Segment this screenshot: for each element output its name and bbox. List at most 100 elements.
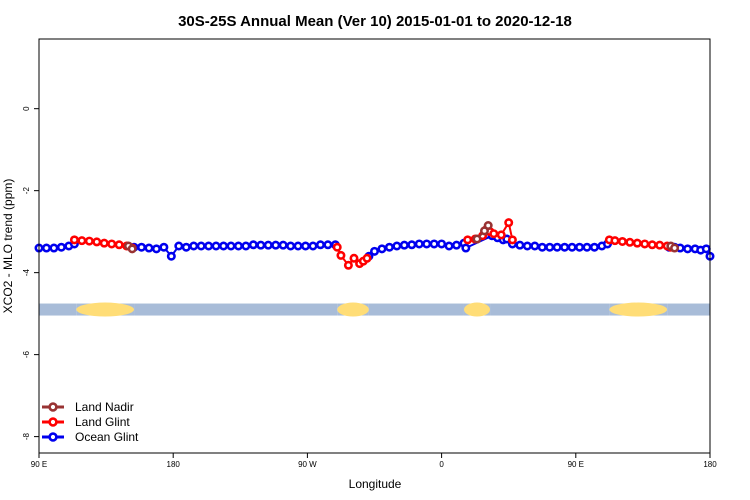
data-point-ocean-glint bbox=[286, 241, 296, 251]
band-land-segment bbox=[609, 302, 668, 317]
data-point-ocean-glint bbox=[56, 242, 66, 252]
data-point-ocean-glint bbox=[461, 243, 471, 253]
data-point-ocean-glint bbox=[166, 251, 176, 261]
data-point-ocean-glint bbox=[567, 242, 577, 252]
data-point-ocean-glint bbox=[560, 242, 570, 252]
x-tick-label: 180 bbox=[167, 460, 181, 469]
data-point-land-glint bbox=[99, 238, 109, 248]
y-tick-label: -2 bbox=[22, 187, 31, 195]
data-point-ocean-glint bbox=[271, 240, 281, 250]
data-point-land-glint bbox=[463, 235, 473, 245]
data-point-ocean-glint bbox=[369, 246, 379, 256]
data-point-land-glint bbox=[647, 240, 657, 250]
data-point-land-glint bbox=[655, 240, 665, 250]
data-point-ocean-glint bbox=[537, 242, 547, 252]
plot-frame bbox=[38, 38, 711, 454]
data-point-ocean-glint bbox=[263, 240, 273, 250]
x-tick-label: 90 E bbox=[31, 460, 47, 469]
data-point-land-glint bbox=[349, 253, 359, 263]
data-point-ocean-glint bbox=[515, 240, 525, 250]
data-point-ocean-glint bbox=[589, 242, 599, 252]
x-tick-label: 90 W bbox=[298, 460, 317, 469]
data-point-land-glint bbox=[617, 236, 627, 246]
data-point-ocean-glint bbox=[226, 241, 236, 251]
data-point-land-nadir bbox=[483, 221, 493, 231]
y-tick-label: -8 bbox=[22, 433, 31, 441]
data-point-land-glint bbox=[625, 237, 635, 247]
data-point-ocean-glint bbox=[196, 241, 206, 251]
x-axis-title: Longitude bbox=[349, 477, 402, 491]
data-point-land-glint bbox=[114, 240, 124, 250]
data-point-ocean-glint bbox=[522, 241, 532, 251]
data-point-land-glint bbox=[362, 253, 372, 263]
data-point-ocean-glint bbox=[278, 240, 288, 250]
legend-marker-land-glint bbox=[48, 417, 58, 427]
data-point-ocean-glint bbox=[414, 239, 424, 249]
band-land-segment bbox=[337, 302, 369, 317]
data-point-land-glint bbox=[336, 250, 346, 260]
data-point-land-glint bbox=[489, 229, 499, 239]
x-tick-label: 180 bbox=[703, 460, 717, 469]
data-point-ocean-glint bbox=[49, 243, 59, 253]
band-ocean-segment bbox=[134, 303, 338, 316]
x-axis: 90 E 180 90 W 0 90 E 180 bbox=[31, 453, 717, 469]
data-point-ocean-glint bbox=[407, 240, 417, 250]
data-point-land-glint bbox=[496, 230, 506, 240]
data-point-ocean-glint bbox=[174, 241, 184, 251]
data-point-ocean-glint bbox=[377, 244, 387, 254]
series-layer bbox=[34, 218, 715, 270]
data-point-ocean-glint bbox=[701, 244, 711, 254]
legend-label-land-glint: Land Glint bbox=[75, 415, 130, 429]
data-point-ocean-glint bbox=[384, 242, 394, 252]
data-point-ocean-glint bbox=[211, 241, 221, 251]
band-ocean-segment bbox=[368, 303, 464, 316]
band-land-segment bbox=[76, 302, 135, 317]
data-point-ocean-glint bbox=[437, 239, 447, 249]
band-ocean-segment bbox=[39, 303, 77, 316]
y-axis-title: XCO2 - MLO trend (ppm) bbox=[1, 179, 15, 314]
data-point-ocean-glint bbox=[315, 240, 325, 250]
band-land-segment bbox=[463, 302, 491, 317]
data-point-land-glint bbox=[507, 235, 517, 245]
x-tick-label: 0 bbox=[439, 460, 444, 469]
series-land-nadir bbox=[123, 221, 680, 254]
data-point-ocean-glint bbox=[683, 244, 693, 254]
chart-title: 30S-25S Annual Mean (Ver 10) 2015-01-01 … bbox=[178, 13, 572, 30]
x-tick-label: 90 E bbox=[568, 460, 584, 469]
legend-marker-land-nadir bbox=[48, 402, 58, 412]
data-point-ocean-glint bbox=[41, 243, 51, 253]
data-point-ocean-glint bbox=[137, 242, 147, 252]
y-tick-label: -6 bbox=[22, 351, 31, 359]
y-tick-label: -4 bbox=[22, 269, 31, 277]
data-point-ocean-glint bbox=[301, 241, 311, 251]
data-point-land-glint bbox=[504, 218, 514, 228]
data-point-land-glint bbox=[640, 239, 650, 249]
data-point-ocean-glint bbox=[582, 242, 592, 252]
data-point-land-glint bbox=[107, 239, 117, 249]
legend-marker-ocean-glint bbox=[48, 432, 58, 442]
data-point-ocean-glint bbox=[248, 240, 258, 250]
legend-label-land-nadir: Land Nadir bbox=[75, 400, 134, 414]
y-tick-label: 0 bbox=[22, 106, 31, 111]
legend-label-ocean-glint: Ocean Glint bbox=[75, 430, 139, 444]
data-point-land-nadir bbox=[127, 244, 137, 254]
data-point-ocean-glint bbox=[422, 239, 432, 249]
data-point-land-glint bbox=[343, 260, 353, 270]
data-point-ocean-glint bbox=[241, 241, 251, 251]
data-point-ocean-glint bbox=[219, 241, 229, 251]
y-axis: 0 -2 -4 -6 -8 bbox=[22, 106, 39, 440]
data-point-land-glint bbox=[84, 236, 94, 246]
data-point-ocean-glint bbox=[308, 241, 318, 251]
band-ocean-segment bbox=[667, 303, 710, 316]
surface-type-band bbox=[39, 302, 710, 317]
data-point-ocean-glint bbox=[429, 239, 439, 249]
data-point-land-glint bbox=[92, 237, 102, 247]
data-point-ocean-glint bbox=[323, 240, 333, 250]
band-ocean-segment bbox=[490, 303, 610, 316]
data-point-ocean-glint bbox=[545, 242, 555, 252]
data-point-land-nadir bbox=[670, 243, 680, 253]
data-point-ocean-glint bbox=[256, 240, 266, 250]
data-point-land-glint bbox=[610, 236, 620, 246]
data-point-ocean-glint bbox=[399, 240, 409, 250]
